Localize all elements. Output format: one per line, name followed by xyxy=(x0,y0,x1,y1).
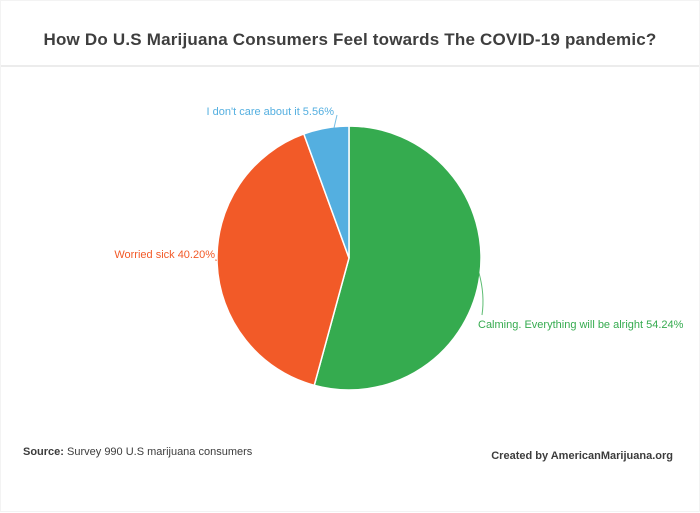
slice-label-calming: Calming. Everything will be alright 54.2… xyxy=(478,319,684,331)
pie-slice-1 xyxy=(216,133,350,387)
leader-line xyxy=(214,259,230,263)
leader-line xyxy=(478,272,484,316)
title-divider xyxy=(1,65,699,67)
credit-note: Created by AmericanMarijuana.org xyxy=(491,450,673,462)
source-note: Source: Survey 990 U.S marijuana consume… xyxy=(23,446,252,458)
source-text: Survey 990 U.S marijuana consumers xyxy=(63,446,253,458)
source-label: Source: xyxy=(23,446,64,458)
page-title: How Do U.S Marijuana Consumers Feel towa… xyxy=(43,30,657,49)
pie-slice-2 xyxy=(302,125,350,259)
slice-label-worried-sick: Worried sick 40.20% xyxy=(114,249,215,261)
slice-label-dont-care: I don't care about it 5.56% xyxy=(206,106,334,118)
leader-line xyxy=(333,114,338,129)
